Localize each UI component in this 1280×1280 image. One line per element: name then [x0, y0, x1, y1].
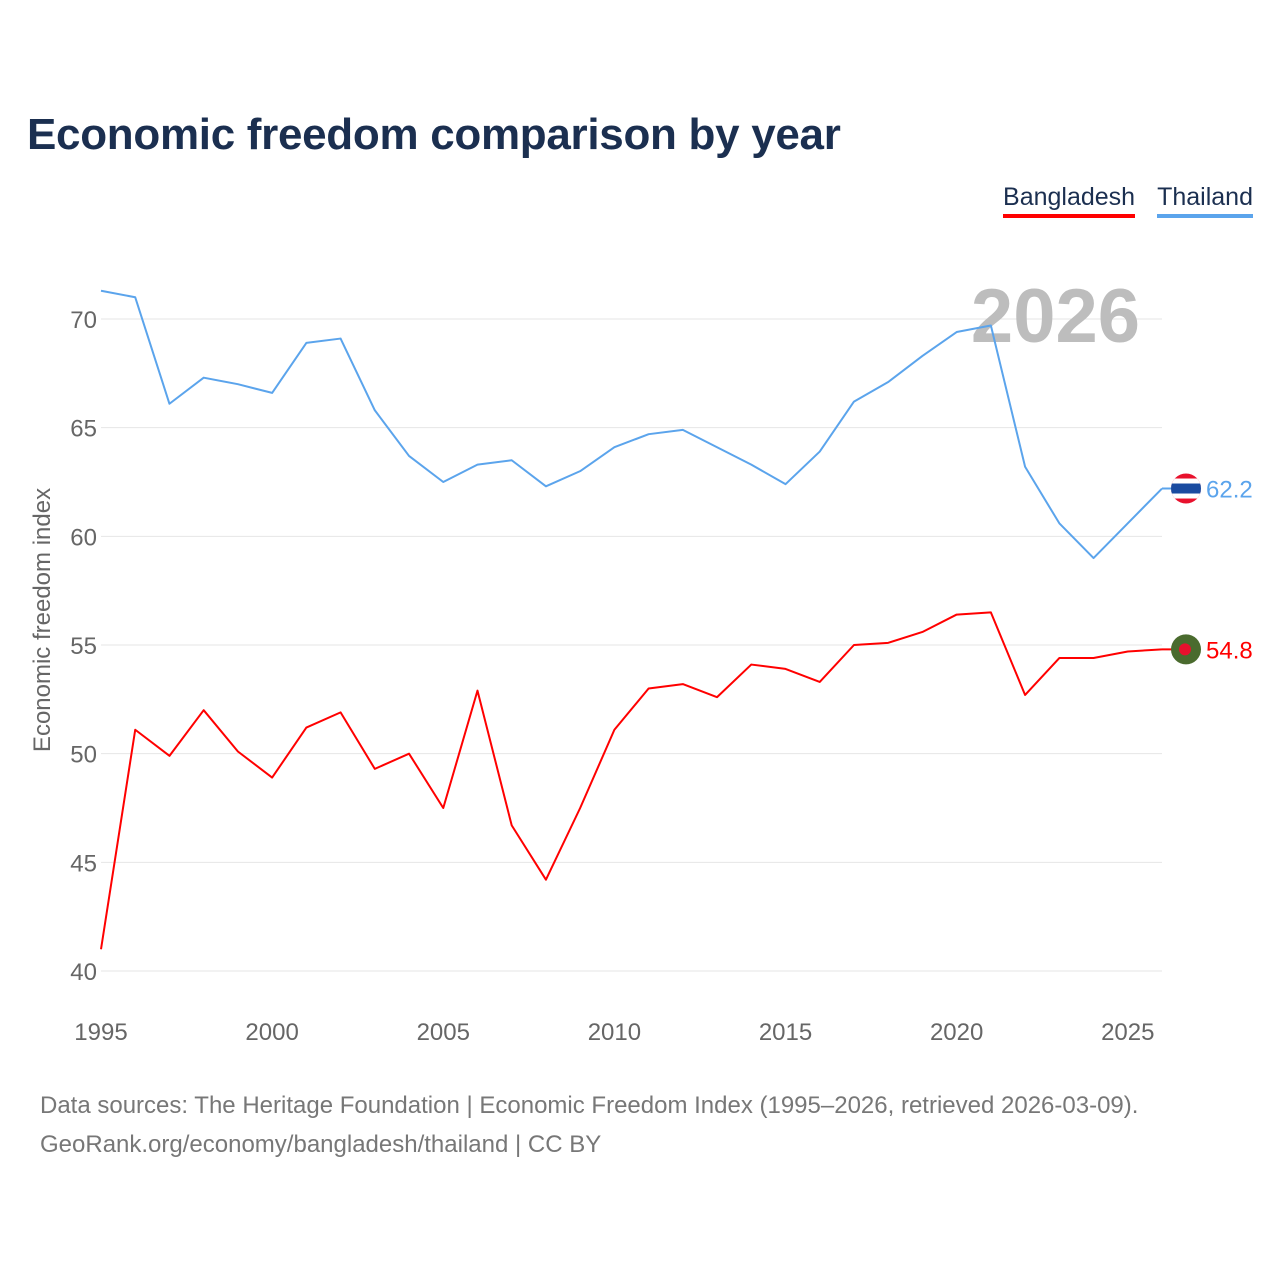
y-tick-label: 65: [70, 416, 97, 443]
source-line-2[interactable]: GeoRank.org/economy/bangladesh/thailand …: [40, 1131, 602, 1158]
legend-item-thailand[interactable]: Thailand: [1157, 183, 1253, 218]
y-tick-label: 60: [70, 524, 97, 551]
bangladesh-flag-icon: [1171, 634, 1201, 665]
x-axis-ticks: 1995 2000 2005 2010 2015 2020 2025: [74, 1019, 1154, 1046]
x-tick-label: 2025: [1101, 1019, 1154, 1046]
x-tick-label: 2015: [759, 1019, 812, 1046]
x-tick-label: 2000: [245, 1019, 298, 1046]
x-tick-label: 2010: [588, 1019, 641, 1046]
y-tick-label: 55: [70, 633, 97, 660]
flag-stripes: [1171, 473, 1201, 504]
flag-blue: [1171, 483, 1201, 494]
y-tick-label: 45: [70, 850, 97, 877]
end-value-label: 62.2: [1206, 477, 1253, 504]
y-axis-ticks: 40 45 50 55 60 65 70: [70, 307, 97, 986]
series-end-markers: 62.2 54.8: [1162, 473, 1253, 665]
end-value-label: 54.8: [1206, 637, 1253, 664]
flag-red-disc: [1179, 643, 1191, 656]
y-axis-label: Economic freedom index: [29, 488, 56, 752]
y-tick-label: 50: [70, 742, 97, 769]
source-line-1: Data sources: The Heritage Foundation | …: [40, 1092, 1139, 1119]
gridlines: [101, 318, 1162, 972]
x-tick-label: 1995: [74, 1019, 127, 1046]
year-watermark: 2026: [971, 274, 1140, 359]
y-tick-label: 40: [70, 959, 97, 986]
x-tick-label: 2020: [930, 1019, 983, 1046]
series-lines: [100, 289, 1163, 950]
series-line-thailand: [100, 289, 1163, 560]
thailand-flag-icon: [1171, 473, 1201, 504]
legend-item-bangladesh[interactable]: Bangladesh: [1003, 183, 1136, 218]
source-note: Data sources: The Heritage Foundation | …: [40, 1086, 1138, 1164]
legend: Bangladesh Thailand: [1003, 183, 1253, 218]
chart-title: Economic freedom comparison by year: [27, 110, 841, 159]
x-tick-label: 2005: [417, 1019, 470, 1046]
y-tick-label: 70: [70, 307, 97, 334]
series-line-bangladesh: [100, 611, 1163, 950]
